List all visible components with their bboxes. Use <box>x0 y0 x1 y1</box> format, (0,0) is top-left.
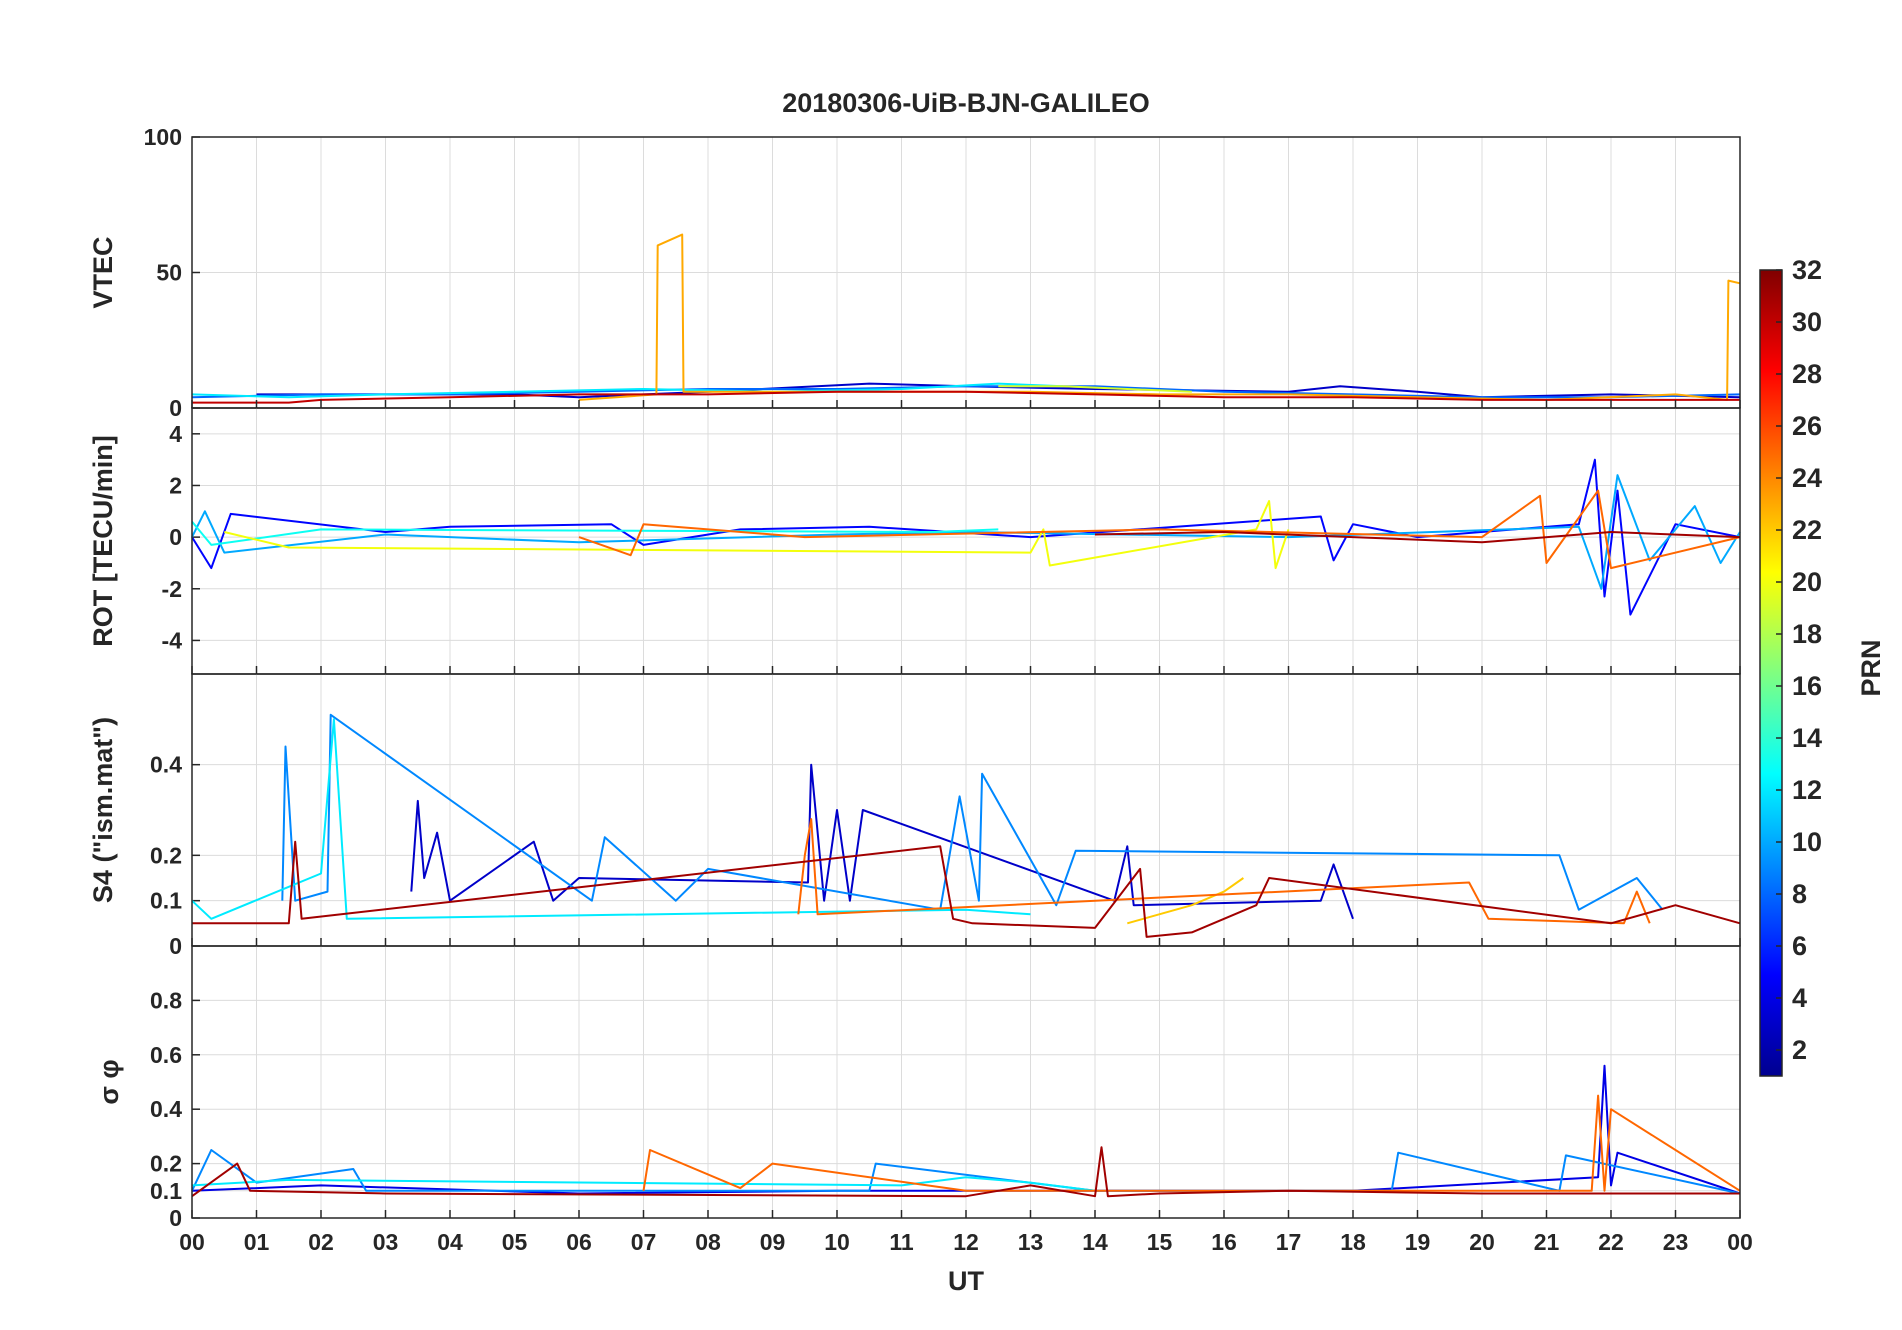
y-tick-label: -4 <box>162 627 183 653</box>
x-tick-label: 03 <box>373 1229 399 1255</box>
colorbar-tick-label: 30 <box>1792 307 1822 337</box>
y-tick-label: 0 <box>169 395 182 421</box>
series-line-prn-10 <box>191 474 1741 590</box>
y-tick-label: 50 <box>156 260 182 286</box>
colorbar-tick-label: 28 <box>1792 359 1822 389</box>
series-line-prn-12 <box>191 718 1031 920</box>
series-line-prn-20 <box>224 500 1290 570</box>
colorbar-tick-label: 4 <box>1792 983 1807 1013</box>
x-tick-label: 06 <box>566 1229 592 1255</box>
x-axis-label: UT <box>948 1266 984 1296</box>
x-tick-label: 00 <box>179 1229 205 1255</box>
colorbar-tick-label: 14 <box>1792 723 1822 753</box>
x-axis: 00 01 02 03 04 05 06 07 08 09 10 11 12 13 14 15 16 17 18 19… <box>179 1229 1753 1255</box>
x-tick-label: 11 <box>889 1229 914 1255</box>
x-tick-label: 10 <box>824 1229 850 1255</box>
x-tick-label: 12 <box>953 1229 979 1255</box>
series-line-prn-12 <box>191 1176 1096 1192</box>
series-line-prn-9 <box>281 713 1664 911</box>
x-tick-label: 04 <box>437 1229 463 1255</box>
y-tick-label: 0.4 <box>150 752 182 778</box>
y-tick-label: 0 <box>169 524 182 550</box>
y-tick-label: 0 <box>169 1205 182 1231</box>
x-tick-label: 18 <box>1340 1229 1366 1255</box>
y-tick-label: 100 <box>144 124 182 150</box>
x-tick-label: 05 <box>502 1229 528 1255</box>
y-tick-label: 0.2 <box>150 842 182 868</box>
series-line-prn-25 <box>797 818 1651 925</box>
series-line-prn-31 <box>191 1146 1740 1198</box>
x-tick-label: 20 <box>1469 1229 1495 1255</box>
x-tick-label: 17 <box>1276 1229 1302 1255</box>
x-tick-label: 02 <box>308 1229 334 1255</box>
y-tick-label: 0 <box>169 933 182 959</box>
colorbar-tick-label: 32 <box>1792 255 1822 285</box>
series-line-prn-31 <box>1094 531 1741 544</box>
y-tick-label: 0.2 <box>150 1151 182 1177</box>
y-tick-label: 0.4 <box>150 1096 182 1122</box>
x-tick-label: 21 <box>1534 1229 1560 1255</box>
chart-title: 20180306-UiB-BJN-GALILEO <box>782 88 1150 118</box>
x-tick-label: 00 <box>1727 1229 1753 1255</box>
panel-0: 0 50 100 VTEC <box>88 124 1741 421</box>
y-tick-label: -2 <box>162 576 182 602</box>
colorbar-tick-label: 6 <box>1792 931 1807 961</box>
colorbar-tick-label: 12 <box>1792 775 1822 805</box>
series-line-prn-19 <box>998 385 1192 393</box>
x-tick-label: 15 <box>1147 1229 1173 1255</box>
y-axis-label: VTEC <box>88 236 118 308</box>
series-line-prn-23 <box>578 233 1741 401</box>
colorbar-tick-label: 26 <box>1792 411 1822 441</box>
x-tick-label: 23 <box>1663 1229 1689 1255</box>
series-line-prn-25 <box>578 489 1741 570</box>
series-line-prn-31 <box>192 840 1741 938</box>
series-line-prn-13 <box>191 520 999 546</box>
x-tick-label: 14 <box>1082 1229 1108 1255</box>
y-tick-label: 0.6 <box>150 1042 182 1068</box>
panel-1: -4 -2 0 2 4 ROT [TECU/min] <box>88 407 1741 675</box>
y-tick-label: 4 <box>169 421 182 447</box>
y-tick-label: 0.1 <box>150 1178 182 1204</box>
series-line-prn-22 <box>1127 877 1244 925</box>
y-axis-label: S4 ("ism.mat") <box>88 717 118 903</box>
x-tick-label: 07 <box>631 1229 657 1255</box>
colorbar-gradient <box>1759 269 1783 1077</box>
series-line-prn-25 <box>642 1094 1741 1192</box>
y-tick-label: 0.1 <box>150 888 182 914</box>
colorbar-tick-label: 20 <box>1792 567 1822 597</box>
y-tick-label: 2 <box>169 472 182 498</box>
colorbar-tick-label: 10 <box>1792 827 1822 857</box>
colorbar-tick-label: 2 <box>1792 1035 1807 1065</box>
x-tick-label: 09 <box>760 1229 786 1255</box>
colorbar-label: PRN <box>1856 639 1886 696</box>
x-tick-label: 08 <box>695 1229 721 1255</box>
y-tick-label: 0.8 <box>150 987 182 1013</box>
panel-2: 0 0.1 0.2 0.4 S4 ("ism.mat") <box>88 673 1741 959</box>
x-tick-label: 16 <box>1211 1229 1237 1255</box>
colorbar-tick-label: 24 <box>1792 463 1822 493</box>
x-tick-label: 13 <box>1018 1229 1044 1255</box>
colorbar-tick-label: 22 <box>1792 515 1822 545</box>
y-axis-label: ROT [TECU/min] <box>88 435 118 646</box>
y-axis-label: σ φ <box>94 1059 124 1104</box>
x-tick-label: 01 <box>244 1229 270 1255</box>
colorbar-tick-label: 8 <box>1792 879 1807 909</box>
panel-3: 00.10.2 0.4 0.6 0.8 σ φ <box>94 945 1741 1231</box>
x-tick-label: 22 <box>1598 1229 1624 1255</box>
series-line-prn-12 <box>191 382 1063 399</box>
x-tick-label: 19 <box>1405 1229 1431 1255</box>
series-line-prn-30 <box>192 390 1740 404</box>
colorbar-tick-label: 16 <box>1792 671 1822 701</box>
series-line-prn-3 <box>410 763 1354 920</box>
colorbar-tick-label: 18 <box>1792 619 1822 649</box>
